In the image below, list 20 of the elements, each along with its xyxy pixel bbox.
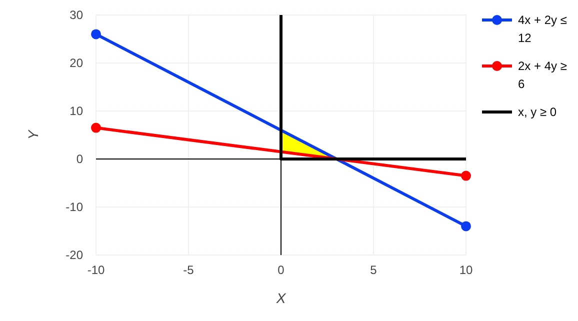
- x-tick-label: 10: [459, 263, 473, 277]
- y-tick-label: 10: [70, 104, 84, 118]
- x-tick-label: -5: [183, 263, 194, 277]
- y-tick-label: -20: [66, 248, 84, 262]
- point: [461, 221, 471, 232]
- y-axis-title: Y: [25, 128, 41, 140]
- legend-label: x, y ≥ 0: [518, 105, 557, 119]
- point: [91, 122, 101, 133]
- y-tick-label: 0: [76, 152, 84, 166]
- x-axis-title: X: [275, 290, 286, 306]
- y-tick-label: 20: [70, 56, 84, 70]
- legend-label: 2x + 4y ≥ 6: [518, 59, 568, 91]
- point: [91, 29, 101, 40]
- point: [461, 170, 471, 181]
- y-tick-label: -10: [66, 200, 84, 214]
- x-tick-label: 0: [278, 263, 285, 277]
- y-tick-label: 30: [70, 8, 84, 22]
- x-tick-label: -10: [87, 263, 105, 277]
- x-tick-label: 5: [370, 263, 378, 277]
- legend-label: 4x + 2y ≤ 12: [518, 13, 568, 45]
